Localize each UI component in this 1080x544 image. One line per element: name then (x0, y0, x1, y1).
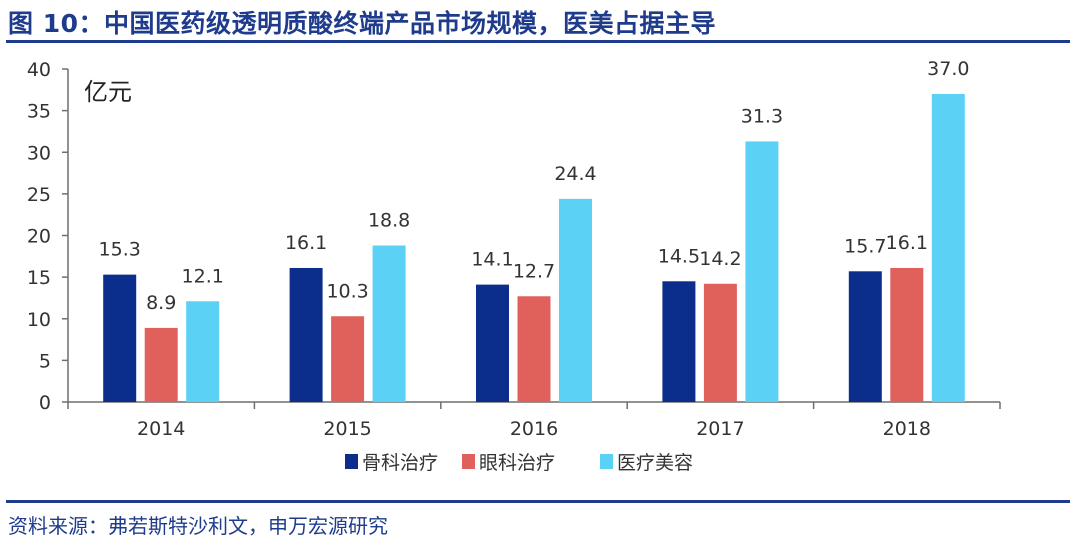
y-tick-label: 20 (27, 226, 51, 248)
bar-1-2017 (662, 281, 696, 402)
data-label: 14.5 (658, 245, 700, 267)
data-label: 37.0 (927, 58, 969, 80)
data-label: 12.7 (513, 260, 555, 282)
y-tick-label: 40 (27, 59, 51, 81)
bar-2-2016 (517, 296, 551, 402)
y-tick-label: 30 (27, 142, 51, 164)
bar-1-2018 (848, 271, 882, 402)
legend-swatch (462, 454, 475, 469)
legend: 骨科治疗 眼科治疗 医疗美容 (345, 452, 693, 474)
data-label: 24.4 (554, 163, 596, 185)
y-axis: 0 5 10 15 20 25 30 35 40 (27, 59, 69, 414)
bars (103, 93, 965, 403)
bar-2-2015 (331, 316, 365, 402)
data-label: 10.3 (326, 280, 368, 302)
data-label: 14.2 (699, 248, 741, 270)
y-tick-label: 0 (39, 392, 51, 414)
bar-3-2017 (745, 141, 779, 403)
legend-swatch (345, 454, 358, 469)
title-rule (6, 40, 1070, 43)
bar-2-2017 (703, 283, 737, 402)
bar-1-2016 (476, 284, 509, 402)
x-tick-label: 2017 (696, 418, 744, 440)
bar-3-2014 (186, 301, 220, 402)
y-tick-label: 35 (27, 101, 51, 123)
legend-swatch (600, 454, 613, 469)
x-tick-label: 2014 (137, 418, 185, 440)
data-label: 15.7 (844, 235, 886, 257)
source-note: 资料来源：弗若斯特沙利文，申万宏源研究 (8, 514, 388, 538)
data-label: 15.3 (99, 239, 141, 261)
data-label: 14.1 (471, 249, 513, 271)
data-label: 12.1 (182, 265, 224, 287)
bar-3-2018 (931, 93, 965, 402)
bar-3-2016 (559, 198, 592, 402)
footer-rule (6, 500, 1070, 503)
x-tick-label: 2015 (323, 418, 371, 440)
figure-title: 图 10：中国医药级透明质酸终端产品市场规模，医美占据主导 (8, 9, 716, 38)
bar-1-2015 (289, 267, 323, 402)
unit-label: 亿元 (84, 78, 132, 106)
bar-1-2014 (103, 274, 137, 402)
data-label: 16.1 (285, 232, 327, 254)
bar-3-2015 (372, 245, 406, 402)
data-labels: 15.38.912.116.110.318.814.112.724.414.5 1… (99, 58, 970, 314)
bar-2-2018 (890, 267, 924, 402)
x-tick-label: 2018 (883, 418, 931, 440)
y-tick-label: 15 (27, 267, 51, 289)
x-axis: 2014 2015 2016 2017 2018 (67, 401, 1001, 440)
bar-2-2014 (144, 327, 178, 402)
x-tick-label: 2016 (510, 418, 558, 440)
legend-label: 骨科治疗 (362, 452, 438, 474)
bar-chart: 0 5 10 15 20 25 30 35 40 2014 2015 2016 2017 2018 15… (27, 58, 1001, 474)
y-tick-label: 10 (27, 309, 51, 331)
data-label: 16.1 (886, 232, 928, 254)
y-tick-label: 5 (39, 350, 51, 372)
data-label: 8.9 (146, 292, 176, 314)
legend-label: 眼科治疗 (479, 452, 555, 474)
y-tick-label: 25 (27, 184, 51, 206)
legend-label: 医疗美容 (617, 452, 693, 474)
data-label: 18.8 (368, 209, 410, 231)
data-label: 31.3 (741, 105, 783, 127)
